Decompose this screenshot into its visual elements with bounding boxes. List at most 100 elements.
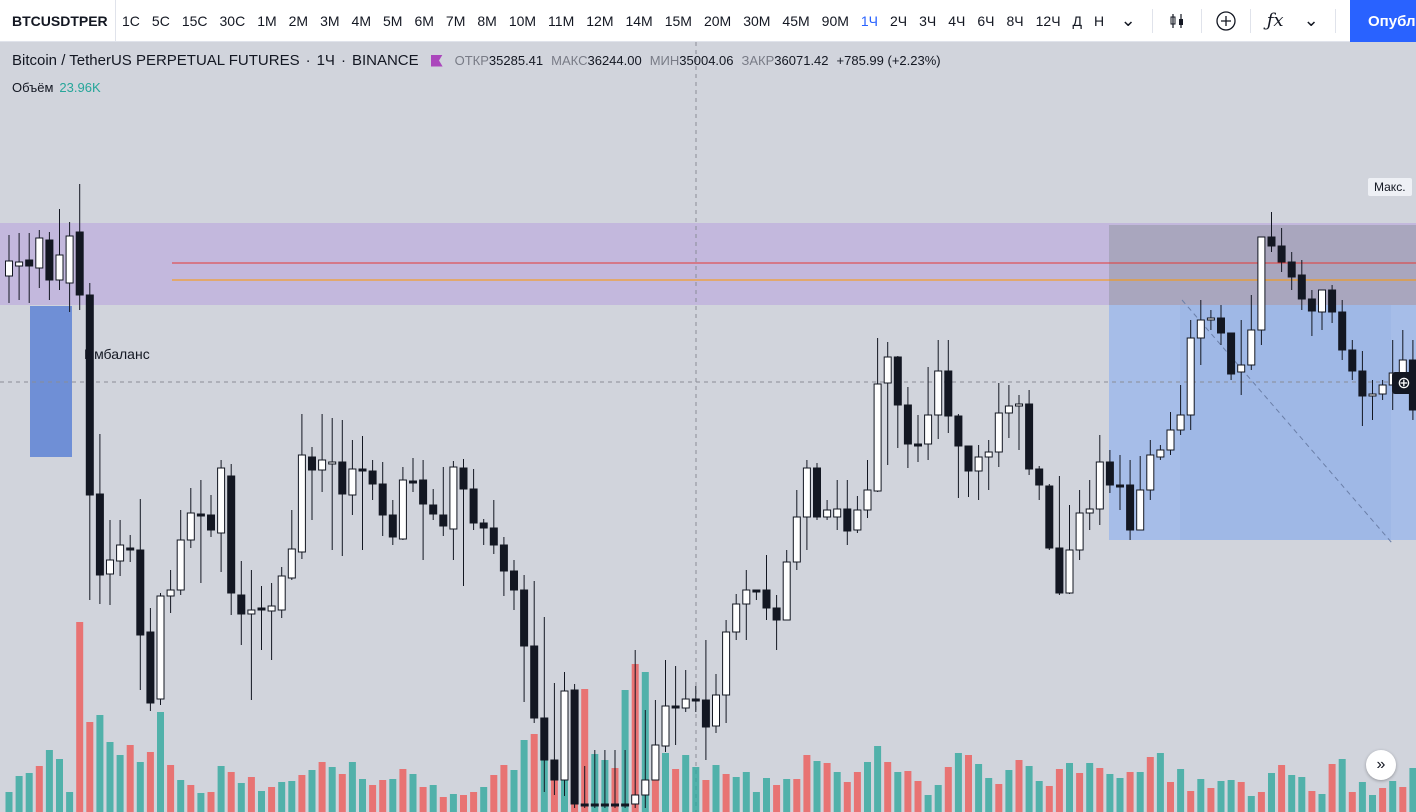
price-chart[interactable] <box>0 42 1416 812</box>
candle-body <box>651 744 660 781</box>
candle-body <box>217 467 226 534</box>
legend-high: МАКС36244.00 <box>551 53 642 68</box>
interval-0[interactable]: 1С <box>122 12 140 29</box>
interval-9[interactable]: 6М <box>414 12 434 29</box>
candle-body <box>914 443 922 447</box>
add-circle-icon[interactable] <box>1208 0 1244 41</box>
volume-bar <box>752 792 760 812</box>
symbol-search-button[interactable]: BTCUSDTPER <box>0 0 116 41</box>
candle-body <box>590 803 599 807</box>
candle-body <box>580 803 589 807</box>
candle-body <box>883 356 892 384</box>
interval-29[interactable]: Н <box>1094 12 1105 29</box>
volume-bar <box>1146 757 1154 812</box>
candle-body <box>530 645 539 719</box>
volume-bar <box>813 761 821 812</box>
volume-bar <box>177 780 185 812</box>
volume-bar <box>530 734 538 812</box>
volume-bar <box>1399 787 1407 812</box>
volume-bar <box>954 753 962 812</box>
candle-body <box>903 404 912 445</box>
volume-bar <box>268 787 276 812</box>
volume-bar <box>581 689 589 812</box>
volume-bar <box>722 774 730 812</box>
imbalance-label: Имбаланс <box>84 346 150 362</box>
volume-bar <box>1348 792 1356 812</box>
interval-17[interactable]: 20М <box>703 12 732 29</box>
interval-22[interactable]: 2Ч <box>890 12 908 29</box>
candle-body <box>681 698 690 709</box>
interval-20[interactable]: 90М <box>821 12 849 29</box>
chevron-down-icon[interactable]: ⌄ <box>1303 10 1319 30</box>
interval-2[interactable]: 15С <box>181 12 208 29</box>
interval-23[interactable]: 3Ч <box>919 12 937 29</box>
interval-6[interactable]: 3М <box>320 12 340 29</box>
candle-body <box>1267 236 1276 247</box>
candle-body <box>267 605 276 612</box>
interval-18[interactable]: 30М <box>743 12 771 29</box>
chart-area[interactable]: Bitcoin / TetherUS PERPETUAL FUTURES · 1… <box>0 42 1416 812</box>
candle-body <box>297 454 306 553</box>
volume-bar <box>126 745 134 812</box>
volume-bar <box>389 779 397 812</box>
interval-5[interactable]: 2М <box>288 12 309 29</box>
candle-body <box>338 461 347 495</box>
candle-body <box>520 589 529 647</box>
candle-body <box>247 609 256 615</box>
volume-bar <box>1187 791 1195 812</box>
interval-11[interactable]: 8М <box>477 12 497 29</box>
candle-body <box>429 504 438 515</box>
volume-bar <box>318 762 326 812</box>
candle-body <box>631 794 640 805</box>
interval-1[interactable]: 5С <box>151 12 170 29</box>
volume-bar <box>76 622 84 812</box>
fx-icon[interactable]: ƒx <box>1266 10 1284 31</box>
candle-body <box>611 803 619 807</box>
interval-7[interactable]: 4М <box>351 12 371 29</box>
candle-body <box>752 589 761 593</box>
volume-bar <box>1318 794 1326 812</box>
volume-bar <box>1379 788 1387 812</box>
interval-12[interactable]: 10М <box>508 12 537 29</box>
volume-bar <box>1257 792 1265 812</box>
candle-body <box>1348 349 1357 372</box>
candle-body <box>1257 236 1266 331</box>
interval-4[interactable]: 1М <box>257 12 277 29</box>
chevron-down-icon[interactable]: ⌄ <box>1120 10 1136 30</box>
interval-15[interactable]: 14М <box>625 12 653 29</box>
volume-bar <box>399 769 407 812</box>
interval-16[interactable]: 15М <box>664 12 692 29</box>
candles-icon[interactable] <box>1159 0 1195 41</box>
candle-body <box>15 261 24 267</box>
candle-body <box>934 370 943 416</box>
interval-3[interactable]: 30С <box>219 12 246 29</box>
candle-body <box>691 698 700 702</box>
scroll-to-realtime-icon[interactable]: » <box>1366 750 1396 780</box>
interval-14[interactable]: 12М <box>586 12 614 29</box>
interval-24[interactable]: 4Ч <box>948 12 966 29</box>
interval-25[interactable]: 6Ч <box>977 12 995 29</box>
volume-bar <box>1197 779 1205 812</box>
interval-21[interactable]: 1Ч <box>860 12 879 29</box>
interval-26[interactable]: 8Ч <box>1006 12 1024 29</box>
volume-bar <box>328 767 336 812</box>
interval-19[interactable]: 45М <box>782 12 810 29</box>
interval-28[interactable]: Д <box>1072 12 1083 29</box>
volume-bar <box>45 750 53 812</box>
volume-bar <box>35 766 43 812</box>
interval-13[interactable]: 11М <box>548 12 575 29</box>
candle-body <box>489 527 498 546</box>
publish-button[interactable]: Опубл <box>1350 0 1416 42</box>
interval-8[interactable]: 5М <box>383 12 403 29</box>
interval-27[interactable]: 12Ч <box>1035 12 1061 29</box>
legend-exchange: BINANCE <box>351 52 419 69</box>
candle-body <box>368 470 377 485</box>
flag-icon[interactable] <box>430 54 443 67</box>
add-alert-icon[interactable]: ⊕ <box>1392 372 1416 394</box>
candle-body <box>348 468 357 496</box>
toolbar-divider <box>1335 8 1337 33</box>
interval-10[interactable]: 7М <box>445 12 466 29</box>
candle-body <box>1196 319 1205 339</box>
volume-bar <box>763 778 770 812</box>
volume-bar <box>278 782 286 812</box>
